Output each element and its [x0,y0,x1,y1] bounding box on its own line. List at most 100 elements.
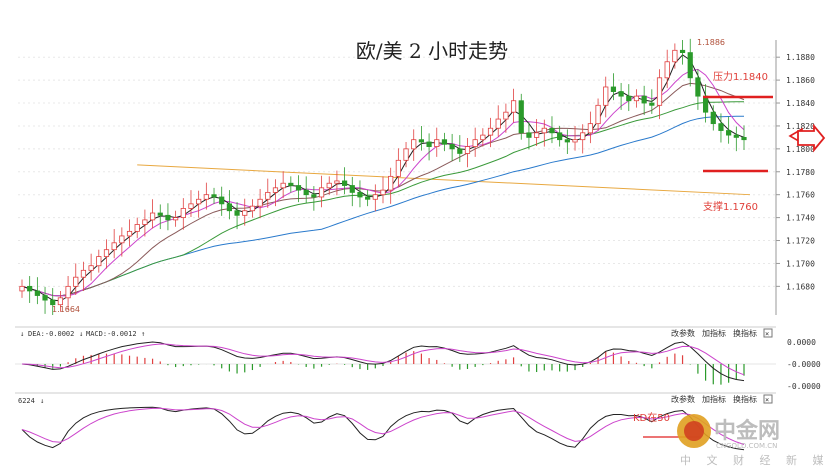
y-tick-label: 1.1740 [786,214,815,223]
candle-body [27,285,33,292]
trend-arrow-icon [788,123,826,153]
candle-body [687,52,693,79]
candle-body [587,123,593,134]
support-label: 支撑1.1760 [703,200,758,213]
kd-k-line [21,406,745,451]
candle-body [357,191,363,198]
candle-body [434,139,440,147]
candle-body [226,203,232,212]
kd-add-indicator-button[interactable]: 加指标 [702,394,726,404]
ma-blue-line [21,115,744,297]
candle-body [595,104,601,125]
candle-body [564,139,570,143]
candle-body [580,132,586,141]
grid-lines [18,56,776,287]
candle-body [311,194,317,198]
candle-body [219,196,225,205]
candle-body [610,86,617,92]
candle-body [664,61,670,79]
price-panel: 1.1880 1.1860 1.1840 1.1820 1.1800 1.1780 1.17… [18,38,826,315]
y-tick-label: 1.1820 [786,122,815,131]
y-tick-label: 1.1800 [786,145,815,154]
candle-body [526,132,532,138]
candle-body [641,95,647,104]
candle-body [741,136,747,141]
candle-body [541,127,547,134]
candle-body [134,224,140,232]
y-tick-label: 1.1880 [786,53,815,62]
macd-close-button[interactable] [763,328,773,338]
kd-edit-params-button[interactable]: 改参数 [671,394,695,404]
candle-body [249,205,256,212]
candle-body [157,212,163,216]
candle-body [672,49,678,63]
macd-edit-params-button[interactable]: 改参数 [671,328,695,338]
candle-body [426,141,432,147]
macd-panel: ↓ DEA:-0.0002 ↓ MACD:-0.0012 ↑ 改参数 加指标 换… [15,328,821,391]
candle-body [572,139,578,143]
candle-body [510,100,517,113]
kd-switch-indicator-button[interactable]: 换指标 [733,394,757,404]
watermark: 中金网 CNGOLD.COM.CN 中 文 财 经 新 媒 体 [677,414,831,467]
candle-body [534,132,540,138]
kd-panel: 6224 ↓ 改参数 加指标 换指标 × KD在50 [18,394,773,451]
macd-down-arrow-icon: ↓ [79,330,83,338]
macd-y-tick: -0.0000 [787,382,821,391]
resistance-label: 压力1.1840 [713,70,768,83]
candle-body [679,49,686,54]
y-tick-label: 1.1700 [786,259,815,268]
candle-body [272,187,279,193]
candlesticks [19,38,747,315]
candle-body [165,214,171,221]
candle-body [203,194,209,200]
y-tick-label: 1.1860 [786,76,815,85]
candle-body [19,285,25,292]
candle-body [173,217,179,221]
macd-add-indicator-button[interactable]: 加指标 [702,328,726,338]
candle-body [196,198,202,205]
macd-down-arrow-icon: ↓ [20,330,24,338]
kd-note: KD在50 [633,412,670,424]
candle-body [449,143,455,150]
moving-average-lines [21,54,751,302]
candle-body [395,159,401,177]
candle-body [280,182,286,189]
candle-body [180,208,186,219]
y-axis-ticks: 1.1880 1.1860 1.1840 1.1820 1.1800 1.1780 1.17… [776,53,815,291]
candle-body [372,194,378,200]
kd-close-button[interactable] [763,394,773,404]
candle-body [103,249,110,257]
macd-dea-label: DEA:-0.0002 [28,330,74,338]
macd-switch-indicator-button[interactable]: 换指标 [733,328,757,338]
y-tick-label: 1.1780 [786,168,815,177]
candle-body [702,95,709,113]
candle-body [710,111,716,125]
chart-title: 欧/美 2 小时走势 [356,39,508,63]
candle-body [649,102,655,106]
candle-body [472,139,478,147]
kd-d-line [21,407,745,445]
candle-body [418,139,425,143]
candle-body [126,230,133,237]
y-tick-label: 1.1760 [786,191,815,200]
candle-body [119,235,125,244]
candle-body [326,182,332,189]
ma-orange-line [137,164,751,196]
candle-body [457,148,463,154]
macd-dif-line [21,341,745,382]
candle-body [718,123,724,131]
candle-body [480,134,486,141]
candle-body [57,297,64,306]
candle-body [295,185,302,191]
watermark-brand: 中金网 [714,418,780,444]
low-price-label: 1.1664 [52,305,80,314]
macd-histogram [29,351,745,385]
candle-body [318,187,325,198]
candle-body [626,95,632,102]
candle-body [441,139,448,145]
close-icon: × [765,330,769,338]
candle-body [365,196,371,200]
candle-body [380,189,386,196]
candle-body [80,269,87,278]
